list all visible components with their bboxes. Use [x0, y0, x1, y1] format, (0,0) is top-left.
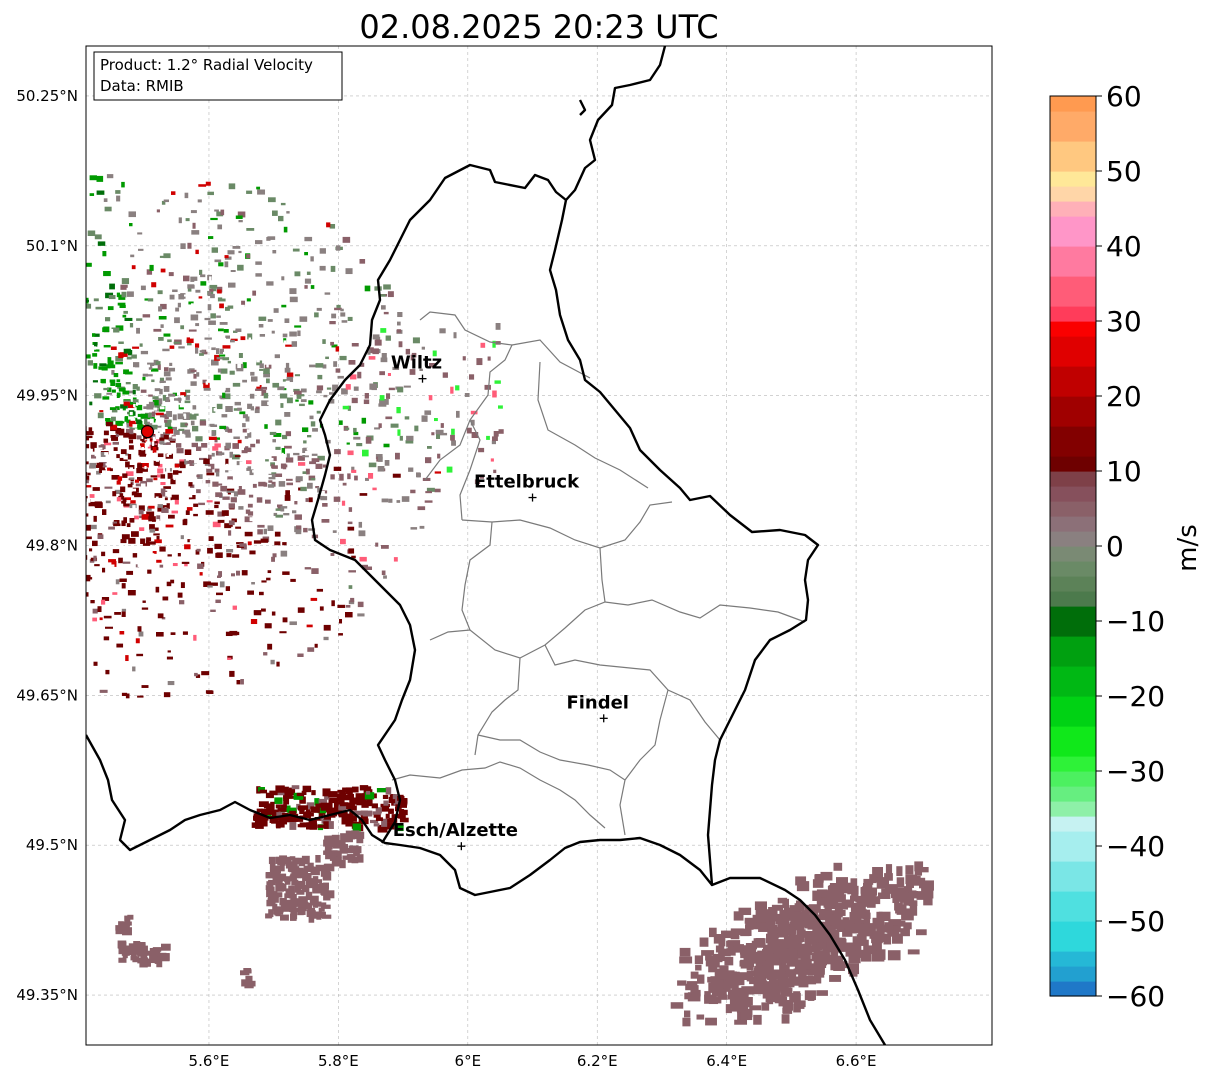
colorbar-swatch [1050, 561, 1096, 577]
colorbar-swatch [1050, 951, 1096, 967]
colorbar-swatch [1050, 306, 1096, 322]
colorbar-swatch [1050, 756, 1096, 772]
colorbar-swatch [1050, 786, 1096, 802]
city-label: Wiltz [391, 353, 442, 374]
colorbar-swatch [1050, 471, 1096, 487]
colorbar-swatch [1050, 486, 1096, 502]
lat-tick-label: 50.25°N [16, 87, 78, 105]
colorbar-tick-label: −60 [1106, 980, 1165, 1013]
colorbar-swatch [1050, 576, 1096, 592]
colorbar-tick-label: −20 [1106, 680, 1165, 713]
colorbar-tick-label: 50 [1106, 155, 1142, 188]
colorbar-swatch [1050, 366, 1096, 397]
colorbar-swatch [1050, 396, 1096, 427]
canton-boundaries [391, 311, 806, 836]
colorbar-swatch [1050, 201, 1096, 217]
colorbar-swatch [1050, 771, 1096, 787]
colorbar-swatch [1050, 921, 1096, 952]
info-source-label: Data: RMIB [100, 77, 184, 95]
lon-tick-label: 6.2°E [577, 1052, 618, 1070]
chart-title: 02.08.2025 20:23 UTC [359, 8, 718, 46]
colorbar-swatch [1050, 186, 1096, 202]
lat-tick-label: 49.95°N [16, 387, 78, 405]
lon-tick-label: 5.8°E [318, 1052, 359, 1070]
radar-site-marker [140, 425, 155, 439]
lon-tick-label: 6.6°E [836, 1052, 877, 1070]
colorbar-tick-label: 20 [1106, 380, 1142, 413]
city-label: Ettelbruck [474, 472, 580, 493]
lat-tick-label: 49.35°N [16, 986, 78, 1004]
lon-tick-label: 6°E [455, 1052, 482, 1070]
colorbar-swatch [1050, 891, 1096, 922]
colorbar-swatch [1050, 171, 1096, 187]
colorbar-swatch [1050, 816, 1096, 832]
colorbar-swatch [1050, 831, 1096, 862]
colorbar-swatch [1050, 456, 1096, 472]
info-product-label: Product: 1.2° Radial Velocity [100, 56, 313, 74]
colorbar-swatch [1050, 531, 1096, 547]
colorbar-swatch [1050, 321, 1096, 337]
radar-site-dot [140, 425, 155, 439]
colorbar-swatch [1050, 336, 1096, 367]
lon-tick-label: 6.4°E [706, 1052, 747, 1070]
map-frame [85, 45, 993, 1046]
colorbar-tick-label: −30 [1106, 755, 1165, 788]
colorbar-tick-label: 10 [1106, 455, 1142, 488]
lon-tick-label: 5.6°E [189, 1052, 230, 1070]
city-label: Esch/Alzette [393, 820, 518, 841]
colorbar-swatch [1050, 966, 1096, 982]
colorbar-swatch [1050, 636, 1096, 667]
lat-tick-label: 49.5°N [26, 836, 78, 854]
lat-tick-label: 49.65°N [16, 686, 78, 704]
city-label: Findel [566, 692, 629, 713]
colorbar-tick-label: −10 [1106, 605, 1165, 638]
colorbar-swatch [1050, 216, 1096, 247]
colorbar-unit-label: m/s [1173, 524, 1203, 572]
colorbar-tick-label: 0 [1106, 530, 1124, 563]
colorbar-swatch [1050, 861, 1096, 892]
colorbar-swatch [1050, 111, 1096, 142]
colorbar-swatch [1050, 606, 1096, 637]
colorbar-swatch [1050, 546, 1096, 562]
colorbar-tick-label: −40 [1106, 830, 1165, 863]
national-border [86, 46, 887, 1045]
info-box: Product: 1.2° Radial Velocity Data: RMIB [93, 51, 343, 101]
colorbar-swatch [1050, 981, 1096, 997]
colorbar-swatch [1050, 426, 1096, 457]
colorbar-tick-label: 40 [1106, 230, 1142, 263]
colorbar-swatch [1050, 141, 1096, 172]
radar-echoes [86, 174, 934, 1027]
colorbar-swatch [1050, 801, 1096, 817]
colorbar-swatch [1050, 726, 1096, 757]
colorbar-swatch [1050, 591, 1096, 607]
colorbar-swatch [1050, 696, 1096, 727]
colorbar-tick-label: 30 [1106, 305, 1142, 338]
lat-tick-label: 50.1°N [26, 237, 78, 255]
axis-tick-labels: 5.6°E 5.8°E 6°E 6.2°E 6.4°E 6.6°E 49.35°N 49.5°… [16, 87, 876, 1070]
colorbar: 60 50 40 30 20 10 0 −10 −20 −30 −40 −50 −60 [1049, 80, 1165, 1013]
colorbar-tick-label: −50 [1106, 905, 1165, 938]
colorbar-swatch [1050, 96, 1096, 112]
lat-tick-label: 49.8°N [26, 537, 78, 555]
city-labels: Wiltz Ettelbruck Findel Esch/Alzette [391, 353, 629, 851]
colorbar-swatch [1050, 501, 1096, 517]
colorbar-swatch [1050, 246, 1096, 277]
colorbar-swatch [1050, 276, 1096, 307]
colorbar-swatch [1050, 516, 1096, 532]
colorbar-swatch [1050, 666, 1096, 697]
colorbar-tick-label: 60 [1106, 80, 1142, 113]
gridlines [86, 46, 992, 1045]
